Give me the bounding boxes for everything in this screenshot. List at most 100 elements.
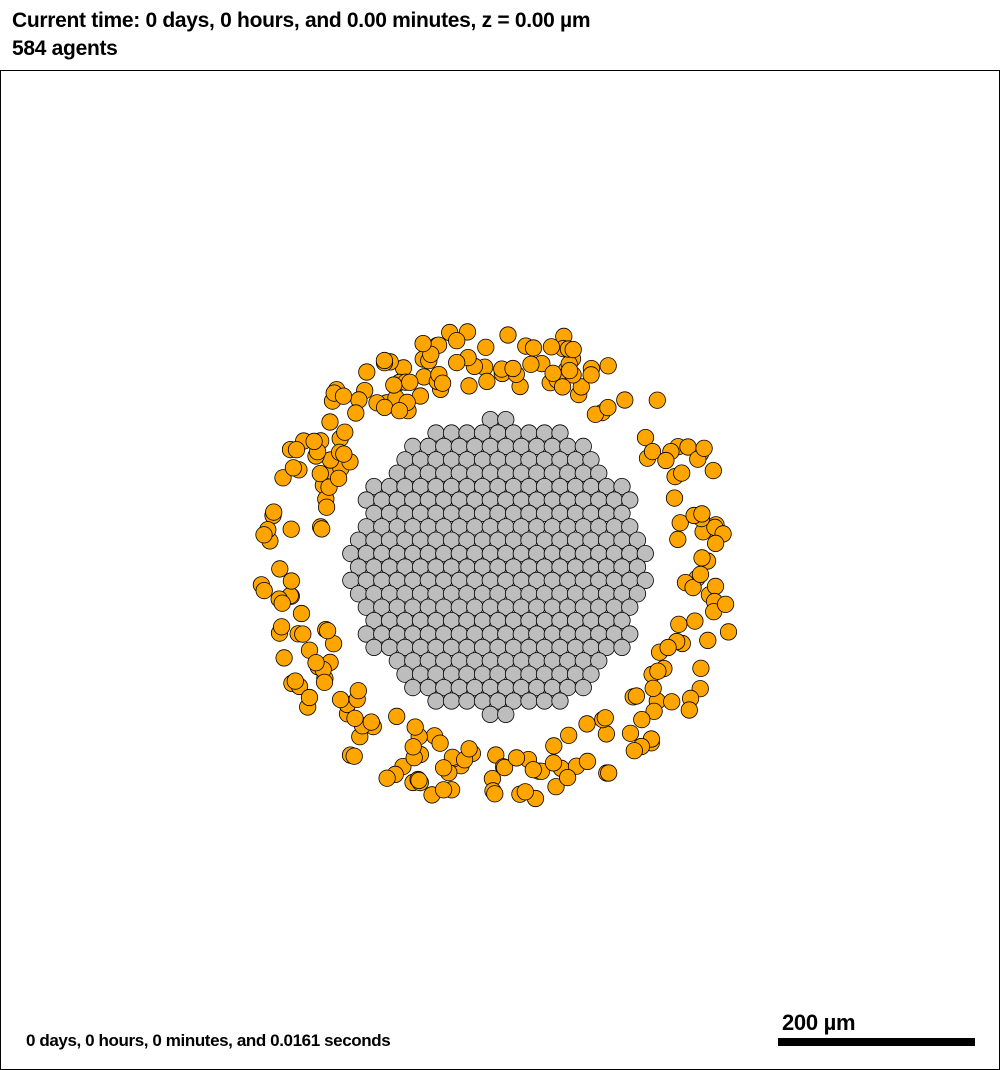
ring-cell — [318, 622, 337, 640]
ring-cell — [582, 366, 600, 384]
ring-cell — [311, 464, 329, 483]
ring-cell — [693, 549, 711, 567]
core-cell — [628, 531, 647, 549]
ring-cell — [704, 461, 722, 480]
ring-cell — [659, 638, 677, 657]
ring-cell — [390, 402, 409, 420]
ring-cell — [542, 338, 561, 356]
ring-cell — [699, 631, 717, 650]
ring-cell — [460, 377, 478, 395]
ring-cell — [665, 489, 684, 507]
simulation-viewport: 0 days, 0 hours, 0 minutes, and 0.0161 s… — [0, 70, 1000, 1070]
ring-cell — [272, 618, 291, 636]
ring-cell — [334, 387, 353, 405]
ring-cell — [680, 701, 698, 719]
ring-cell — [282, 572, 300, 590]
ring-cell — [649, 662, 667, 680]
ring-cell — [329, 469, 348, 487]
core-cell — [365, 638, 383, 657]
ring-cell — [719, 623, 738, 641]
ring-cell — [495, 758, 514, 777]
ring-cell — [331, 690, 350, 709]
core-cell — [613, 504, 631, 522]
ring-cell — [388, 707, 406, 726]
ring-cell — [636, 428, 655, 447]
core-cell — [551, 692, 569, 710]
ring-cell — [499, 326, 517, 344]
ring-cell — [401, 373, 419, 391]
core-cell — [481, 705, 499, 724]
ring-cell — [287, 441, 306, 459]
ring-cell — [547, 778, 565, 796]
ring-cell — [645, 702, 663, 720]
ring-cell — [307, 654, 325, 672]
ring-cell — [599, 398, 617, 417]
core-cell — [497, 410, 515, 429]
ring-cell — [693, 505, 711, 523]
ring-cell — [478, 372, 496, 390]
ring-cell — [524, 761, 542, 779]
ring-cell — [507, 749, 526, 767]
ring-cell — [349, 682, 367, 700]
ring-cell — [663, 693, 681, 711]
ring-cell — [504, 359, 522, 378]
core-cell — [582, 665, 600, 683]
core-cell — [520, 692, 538, 710]
core-cell — [621, 491, 639, 509]
ring-cell — [648, 391, 666, 409]
ring-cell — [600, 764, 618, 782]
ring-cell — [335, 445, 353, 463]
core-cell — [458, 692, 476, 710]
core-cell — [551, 424, 569, 442]
ring-cell — [486, 785, 504, 803]
ring-cell — [300, 688, 319, 707]
ring-cell — [578, 715, 596, 733]
ring-cell — [284, 459, 302, 477]
ring-cell — [597, 725, 616, 743]
ring-cell — [321, 413, 339, 431]
ring-cell — [657, 451, 675, 470]
ring-cell — [706, 534, 725, 552]
ring-cell — [643, 442, 662, 461]
ring-cell — [544, 754, 563, 772]
ring-cell — [404, 738, 422, 756]
core-cell — [636, 571, 654, 589]
ring-cell — [358, 363, 376, 381]
ring-cell — [315, 673, 334, 691]
ring-cell — [286, 672, 304, 690]
ring-cell — [553, 378, 572, 396]
ring-cell — [684, 578, 702, 597]
ring-cell — [346, 709, 364, 727]
ring-cell — [564, 340, 582, 359]
core-cell — [574, 437, 592, 455]
ring-cell — [671, 514, 689, 532]
ring-cell — [274, 469, 292, 487]
ring-cell — [265, 503, 283, 521]
ring-cell — [336, 423, 354, 441]
ring-cell — [633, 710, 651, 729]
ring-cell — [572, 378, 590, 396]
ring-cell — [362, 713, 380, 731]
ring-cell — [305, 432, 323, 450]
core-cell — [497, 705, 515, 724]
ring-cell — [460, 740, 478, 758]
core-cell — [427, 692, 445, 710]
ring-cell — [434, 781, 453, 799]
core-cell — [574, 678, 592, 697]
ring-cell — [275, 649, 293, 667]
core-cell — [582, 451, 600, 469]
ring-cell — [669, 530, 687, 548]
ring-cell — [625, 742, 643, 760]
ring-cell — [317, 498, 336, 516]
core-cell — [442, 692, 461, 710]
core-cell — [628, 585, 647, 603]
ring-cell — [516, 783, 534, 801]
ring-cell — [706, 577, 725, 596]
scale-bar-label: 200 µm — [782, 1010, 856, 1035]
ring-cell — [599, 357, 617, 375]
core-cell — [621, 598, 639, 616]
ring-cell — [378, 769, 396, 787]
ring-cell — [692, 659, 710, 677]
core-cell — [404, 678, 422, 697]
ring-cell — [558, 768, 577, 787]
